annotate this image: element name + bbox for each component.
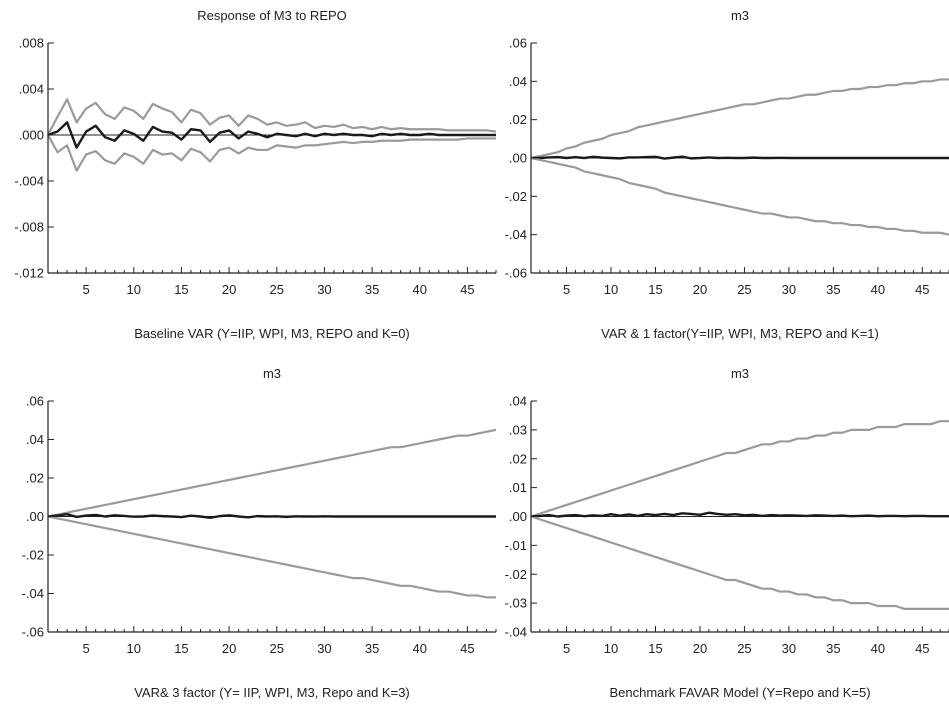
x-tick-label: 5 <box>83 641 90 656</box>
upper-band-line <box>47 98 497 136</box>
y-tick-label: .04 <box>26 432 44 447</box>
chart-caption: Baseline VAR (Y=IIP, WPI, M3, REPO and K… <box>134 326 410 341</box>
x-tick-label: 15 <box>174 282 188 297</box>
x-tick-label: 25 <box>737 641 751 656</box>
chart-title: Response of M3 to REPO <box>197 8 347 23</box>
x-tick-label: 25 <box>270 282 284 297</box>
irf-line <box>47 512 496 520</box>
x-tick-label: 35 <box>365 641 379 656</box>
x-tick-label: 25 <box>270 641 284 656</box>
x-tick-label: 15 <box>174 641 188 656</box>
y-tick-label: .008 <box>19 36 44 51</box>
y-tick-label: .04 <box>509 394 527 409</box>
y-tick-label: -.06 <box>505 266 527 281</box>
x-tick-label: 30 <box>782 282 796 297</box>
y-tick-label: -.02 <box>505 567 527 582</box>
y-tick-label: -.06 <box>22 625 44 640</box>
y-tick-label: -.03 <box>505 596 527 611</box>
x-tick-label: 45 <box>915 641 929 656</box>
upper-band-line <box>47 428 497 518</box>
x-tick-label: 40 <box>413 282 427 297</box>
x-tick-label: 35 <box>826 641 840 656</box>
y-tick-label: .04 <box>509 74 527 89</box>
x-tick-label: 20 <box>222 641 236 656</box>
y-tick-label: -.004 <box>14 174 44 189</box>
x-tick-label: 30 <box>317 641 331 656</box>
irf-line <box>530 511 949 518</box>
irf-line <box>47 121 496 149</box>
y-tick-label: -.008 <box>14 220 44 235</box>
y-tick-label: .00 <box>26 509 44 524</box>
x-tick-label: 10 <box>127 641 141 656</box>
x-tick-label: 20 <box>693 641 707 656</box>
y-tick-label: .00 <box>509 509 527 524</box>
x-tick-label: 45 <box>460 641 474 656</box>
y-tick-label: -.01 <box>505 538 527 553</box>
lower-band-line <box>530 515 949 611</box>
x-tick-label: 25 <box>737 282 751 297</box>
y-tick-label: .03 <box>509 422 527 437</box>
x-tick-label: 40 <box>871 282 885 297</box>
chart-caption: Benchmark FAVAR Model (Y=Repo and K=5) <box>609 685 870 700</box>
x-tick-label: 40 <box>871 641 885 656</box>
upper-band-line <box>530 420 949 518</box>
y-tick-label: .06 <box>26 394 44 409</box>
chart-panel-3: m3 VAR& 3 factor (Y= IIP, WPI, M3, Repo a… <box>22 366 497 700</box>
y-tick-label: .000 <box>19 128 44 143</box>
y-tick-label: .02 <box>509 451 527 466</box>
x-tick-label: 20 <box>693 282 707 297</box>
lower-band-line <box>47 515 496 599</box>
chart-title: m3 <box>263 366 281 381</box>
x-tick-label: 35 <box>365 282 379 297</box>
y-tick-label: -.02 <box>505 189 527 204</box>
chart-panel-2: m3 VAR & 1 factor(Y=IIP, WPI, M3, REPO an… <box>505 8 949 341</box>
x-tick-label: 10 <box>604 282 618 297</box>
x-tick-label: 40 <box>413 641 427 656</box>
y-tick-label: -.04 <box>22 586 44 601</box>
chart-panel-4: m3 Benchmark FAVAR Model (Y=Repo and K=5)… <box>505 366 949 700</box>
y-tick-label: -.012 <box>14 266 44 281</box>
x-tick-label: 20 <box>222 282 236 297</box>
y-tick-label: .06 <box>509 36 527 51</box>
chart-panel-1: Response of M3 to REPO Baseline VAR (Y=II… <box>14 8 497 341</box>
upper-band-line <box>530 78 949 160</box>
x-tick-label: 10 <box>127 282 141 297</box>
chart-title: m3 <box>731 366 749 381</box>
y-tick-label: -.02 <box>22 548 44 563</box>
y-tick-label: .01 <box>509 480 527 495</box>
irf-line <box>531 155 949 160</box>
x-tick-label: 10 <box>604 641 618 656</box>
chart-title: m3 <box>731 8 749 23</box>
x-tick-label: 45 <box>915 282 929 297</box>
chart-caption: VAR & 1 factor(Y=IIP, WPI, M3, REPO and … <box>601 326 879 341</box>
x-tick-label: 5 <box>83 282 90 297</box>
y-tick-label: .02 <box>509 112 527 127</box>
chart-caption: VAR& 3 factor (Y= IIP, WPI, M3, Repo and… <box>134 685 410 700</box>
lower-band-line <box>47 134 496 172</box>
y-tick-label: -.04 <box>505 625 527 640</box>
x-tick-label: 15 <box>648 282 662 297</box>
x-tick-label: 30 <box>317 282 331 297</box>
y-tick-label: .00 <box>509 151 527 166</box>
lower-band-line <box>530 156 949 236</box>
x-tick-label: 35 <box>826 282 840 297</box>
x-tick-label: 45 <box>460 282 474 297</box>
x-tick-label: 30 <box>782 641 796 656</box>
y-tick-label: -.04 <box>505 227 527 242</box>
y-tick-label: .02 <box>26 471 44 486</box>
x-tick-label: 15 <box>648 641 662 656</box>
x-tick-label: 5 <box>563 641 570 656</box>
y-tick-label: .004 <box>19 82 44 97</box>
x-tick-label: 5 <box>563 282 570 297</box>
